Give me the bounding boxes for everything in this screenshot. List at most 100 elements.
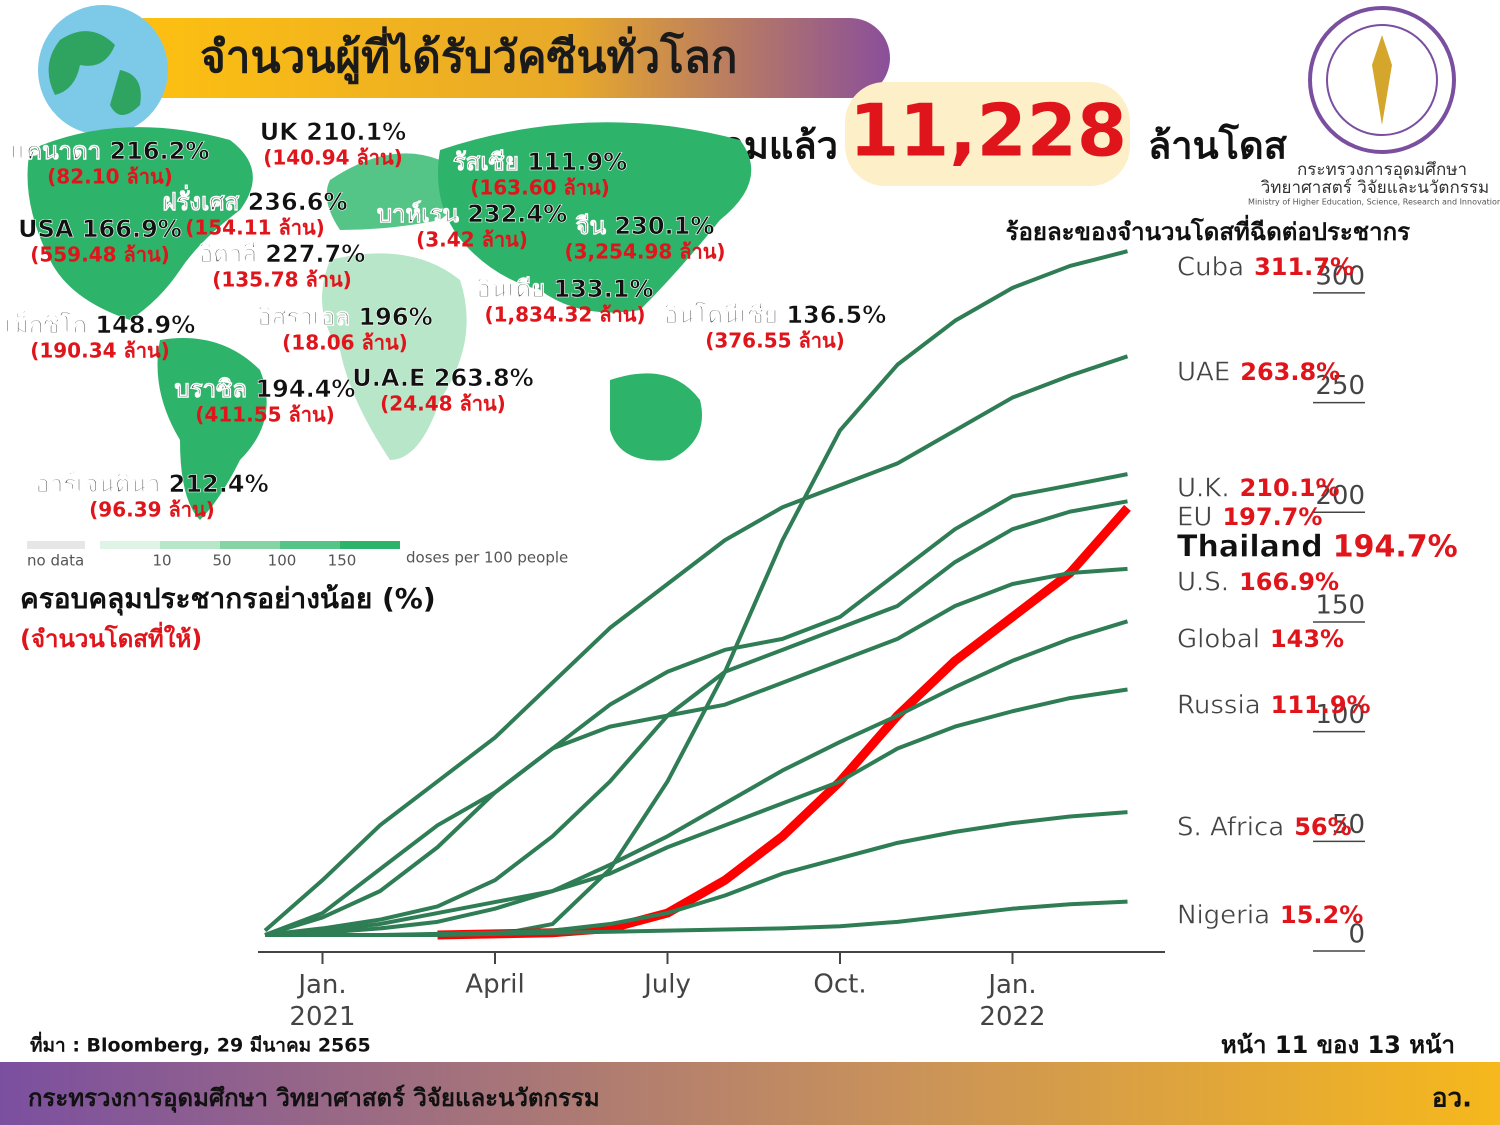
- x-tick-label: July: [642, 970, 691, 1000]
- series-value-label: 15.2%: [1280, 901, 1363, 929]
- map-doses: (154.11 ล้าน): [185, 216, 325, 240]
- legend-swatch: [340, 541, 400, 549]
- europe: [326, 153, 460, 230]
- map-legend: no data 10 50 100 150 doses per 100 people: [27, 541, 568, 570]
- legend-tick: 10: [152, 552, 171, 570]
- series-name: Russia: [1177, 691, 1261, 721]
- map-doses: (96.39 ล้าน): [89, 498, 215, 522]
- y-tick-label: 0: [1348, 920, 1365, 950]
- legend-swatch: [280, 541, 340, 549]
- series-name: UAE: [1177, 358, 1230, 388]
- map-label: อินโดนีเซีย 136.5%: [664, 300, 887, 329]
- y-tick-label: 50: [1332, 810, 1365, 840]
- footer-abbr: อว.: [1432, 1084, 1472, 1114]
- legend-nodata: no data: [27, 552, 84, 570]
- chart-title: ร้อยละของจำนวนโดสที่ฉีดต่อประชากร: [1006, 214, 1411, 246]
- series-line: [437, 504, 1131, 940]
- series-line: [264, 619, 1129, 937]
- map-label: อิสราเอล 196%: [257, 303, 432, 331]
- north-america: [27, 127, 253, 320]
- map-doses: (3,254.98 ล้าน): [564, 240, 725, 264]
- legend-swatch: [100, 541, 160, 549]
- x-tick-label: Jan. 2021: [289, 970, 355, 1032]
- series-line: [264, 472, 1128, 937]
- legend-unit: doses per 100 people: [406, 549, 568, 567]
- map-doses: (24.48 ล้าน): [380, 392, 506, 416]
- map-label: USA 166.9%: [18, 215, 182, 243]
- series-value-label: 111.9%: [1271, 691, 1371, 719]
- map-doses: (3.42 ล้าน): [416, 228, 528, 252]
- footer-bar: [0, 1062, 1500, 1125]
- series-name: Thailand: [1177, 530, 1323, 565]
- x-tick-label: Oct.: [813, 970, 866, 1000]
- map-doses: (18.06 ล้าน): [282, 331, 408, 355]
- legend-swatch: [220, 541, 280, 549]
- map-doses: (140.94 ล้าน): [263, 146, 403, 170]
- map-label: แคนาดา 216.2%: [11, 137, 210, 165]
- map-label: U.A.E 263.8%: [352, 364, 533, 392]
- legend-nodata-swatch: [27, 541, 85, 549]
- series-name: U.K.: [1177, 474, 1230, 504]
- logo-line1: กระทรวงการอุดมศึกษา: [1297, 160, 1467, 180]
- south-america: [157, 338, 267, 520]
- logo-line2: วิทยาศาสตร์ วิจัยและนวัตกรรม: [1260, 178, 1489, 198]
- world-map: [27, 122, 752, 520]
- y-tick-label: 200: [1315, 481, 1365, 511]
- legend-tick: 150: [328, 552, 357, 570]
- series-value-label: 210.1%: [1240, 474, 1340, 502]
- map-label: ฝรั่งเศส 236.6%: [162, 184, 347, 216]
- africa: [322, 253, 467, 460]
- series-name: Nigeria: [1177, 901, 1270, 931]
- map-label: อาร์เจนตินา 212.4%: [35, 470, 268, 498]
- line-chart: 0 50 100 150 200 250 300 Jan. 2021 April July Oct. J…: [258, 249, 1458, 1032]
- globe-land: [48, 31, 141, 115]
- legend-tick: 100: [268, 552, 297, 570]
- map-doses: (1,834.32 ล้าน): [484, 303, 645, 327]
- source: ที่มา : Bloomberg, 29 มีนาคม 2565: [30, 1032, 371, 1057]
- series-value-label: 311.7%: [1254, 253, 1354, 281]
- series-value-label: 166.9%: [1239, 568, 1339, 596]
- series-line: [264, 499, 1128, 937]
- asia: [438, 122, 752, 313]
- map-label: อินเดีย 133.1%: [477, 275, 654, 303]
- y-tick-label: 100: [1315, 700, 1365, 730]
- page-number: หน้า 11 ของ 13 หน้า: [1221, 1031, 1455, 1059]
- series-value-label: 143%: [1270, 625, 1344, 653]
- map-doses: (163.60 ล้าน): [470, 176, 610, 200]
- series-name: S. Africa: [1177, 813, 1284, 843]
- total-unit: ล้านโดส: [1148, 123, 1288, 168]
- map-doses: (190.34 ล้าน): [30, 339, 170, 363]
- map-label: อิตาลี 227.7%: [199, 240, 366, 268]
- map-doses: (559.48 ล้าน): [30, 243, 170, 267]
- footer-ministry: กระทรวงการอุดมศึกษา วิทยาศาสตร์ วิจัยและ…: [28, 1084, 600, 1114]
- map-labels: แคนาดา 216.2%(82.10 ล้าน) UK 210.1%(140.9…: [4, 118, 887, 522]
- series-line: [264, 566, 1128, 937]
- map-label: เม็กซิโก 148.9%: [5, 310, 196, 339]
- legend-swatch: [160, 541, 220, 549]
- x-tick-label: Jan. 2022: [979, 970, 1045, 1032]
- header-title: จำนวนผู้ที่ได้รับวัคซีนทั่วโลก: [200, 26, 737, 84]
- series-line: [265, 899, 1128, 937]
- series-value-label: 56%: [1294, 813, 1351, 841]
- map-caption: ครอบคลุมประชากรอย่างน้อย (%): [20, 582, 436, 616]
- series-value-label: 194.7%: [1333, 530, 1458, 565]
- series-line: [264, 687, 1128, 937]
- logo-emblem: [1372, 35, 1392, 125]
- series-name: Cuba: [1177, 253, 1244, 283]
- total-value: 11,228: [849, 89, 1127, 173]
- series-name: U.S.: [1177, 568, 1229, 598]
- header-bar: [95, 18, 890, 98]
- total-bubble: [845, 82, 1130, 186]
- logo-line3: Ministry of Higher Education, Science, R…: [1248, 198, 1500, 207]
- logo-ring: [1326, 24, 1438, 136]
- series-value-label: 263.8%: [1240, 358, 1340, 386]
- map-caption-note: (จำนวนโดสที่ให้): [20, 621, 202, 653]
- map-label: รัสเซีย 111.9%: [453, 148, 627, 176]
- series-value-label: 197.7%: [1222, 503, 1322, 531]
- map-doses: (376.55 ล้าน): [705, 329, 845, 353]
- y-tick-label: 150: [1315, 590, 1365, 620]
- map-label: บาห์เรน 232.4%: [377, 200, 567, 228]
- series-line: [263, 354, 1129, 933]
- map-doses: (82.10 ล้าน): [47, 165, 173, 189]
